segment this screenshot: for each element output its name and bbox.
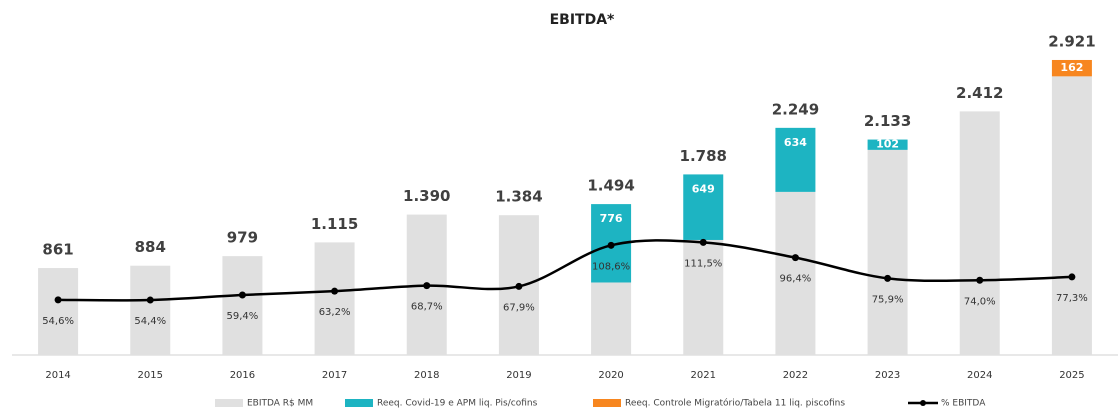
x-tick-label: 2025 bbox=[1059, 370, 1084, 381]
bar-segment bbox=[38, 268, 79, 355]
line bbox=[58, 239, 1072, 302]
line-point bbox=[699, 238, 707, 246]
line-label: 59,4% bbox=[227, 311, 259, 322]
legend-dot bbox=[920, 400, 926, 406]
segment-label: 649 bbox=[692, 182, 715, 195]
x-tick-label: 2024 bbox=[967, 370, 992, 381]
bar-segment bbox=[959, 111, 1000, 355]
bar-segment bbox=[867, 139, 908, 150]
legend-label: Reeq. Covid-19 e APM liq. Pis/cofins bbox=[377, 399, 538, 409]
legend-swatch bbox=[215, 399, 243, 407]
line-label: 111,5% bbox=[684, 258, 722, 269]
line-point bbox=[146, 296, 154, 304]
line-label: 75,9% bbox=[872, 294, 904, 305]
line-point bbox=[1068, 273, 1076, 281]
bar-segment bbox=[775, 191, 816, 355]
x-tick-label: 2022 bbox=[783, 370, 808, 381]
total-label: 2.412 bbox=[956, 84, 1003, 102]
bar-segment bbox=[775, 127, 816, 192]
line-point bbox=[238, 291, 246, 299]
line-label: 67,9% bbox=[503, 302, 535, 313]
x-tick-label: 2016 bbox=[230, 370, 255, 381]
legend-label: % EBITDA bbox=[941, 399, 986, 409]
bar-segment bbox=[867, 149, 908, 355]
line-point bbox=[515, 282, 523, 290]
x-tick-label: 2014 bbox=[45, 370, 70, 381]
line-label: 108,6% bbox=[592, 261, 630, 272]
x-tick-label: 2020 bbox=[598, 370, 623, 381]
x-tick-label: 2019 bbox=[506, 370, 531, 381]
line-point bbox=[331, 287, 339, 295]
chart-title: EBITDA* bbox=[550, 12, 615, 28]
bar-segment bbox=[130, 265, 171, 355]
total-label: 884 bbox=[135, 238, 166, 256]
legend-label: Reeq. Controle Migratório/Tabela 11 liq.… bbox=[625, 398, 845, 409]
x-tick-label: 2015 bbox=[138, 370, 163, 381]
line-point bbox=[791, 254, 799, 262]
line-point bbox=[884, 274, 892, 282]
total-label: 2.921 bbox=[1048, 32, 1095, 50]
bar-segment bbox=[683, 174, 724, 240]
legend-label: EBITDA R$ MM bbox=[247, 399, 313, 409]
line-label: 74,0% bbox=[964, 296, 996, 307]
line-label: 54,6% bbox=[42, 316, 74, 327]
bar-segment bbox=[683, 239, 724, 355]
bar-segment bbox=[1051, 59, 1092, 77]
line-label: 54,4% bbox=[134, 316, 166, 327]
legend-swatch bbox=[593, 399, 621, 407]
total-label: 979 bbox=[227, 229, 258, 247]
line-label: 68,7% bbox=[411, 302, 443, 313]
legend-swatch bbox=[345, 399, 373, 407]
x-tick-label: 2023 bbox=[875, 370, 900, 381]
bar-segment bbox=[222, 256, 263, 355]
segment-label: 776 bbox=[600, 212, 623, 225]
total-label: 1.390 bbox=[403, 187, 450, 205]
segment-label: 634 bbox=[784, 136, 807, 149]
line-point bbox=[54, 296, 62, 304]
line-label: 96,4% bbox=[780, 274, 812, 285]
total-label: 1.494 bbox=[587, 177, 634, 195]
line-label: 63,2% bbox=[319, 307, 351, 318]
total-label: 1.384 bbox=[495, 188, 542, 206]
bar-segment bbox=[1051, 76, 1092, 355]
x-tick-label: 2018 bbox=[414, 370, 439, 381]
line-point bbox=[976, 276, 984, 284]
line-point bbox=[423, 282, 431, 290]
total-label: 2.249 bbox=[772, 100, 819, 118]
x-tick-label: 2017 bbox=[322, 370, 347, 381]
line-label: 77,3% bbox=[1056, 293, 1088, 304]
total-label: 861 bbox=[42, 241, 73, 259]
segment-label: 162 bbox=[1060, 61, 1083, 74]
line-point bbox=[607, 241, 615, 249]
total-label: 1.115 bbox=[311, 215, 358, 233]
bar-segment bbox=[591, 282, 632, 355]
total-label: 2.133 bbox=[864, 112, 911, 130]
x-tick-label: 2021 bbox=[691, 370, 716, 381]
bar-segment bbox=[314, 242, 355, 355]
total-label: 1.788 bbox=[680, 147, 727, 165]
segment-label: 102 bbox=[876, 138, 899, 151]
